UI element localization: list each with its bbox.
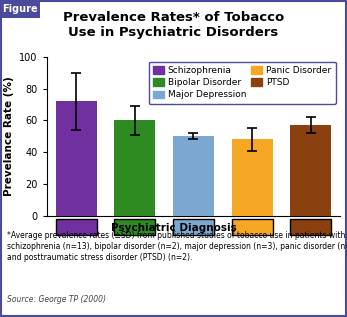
Bar xyxy=(114,120,155,216)
Text: Prevalence Rates* of Tobacco
Use in Psychiatric Disorders: Prevalence Rates* of Tobacco Use in Psyc… xyxy=(63,11,284,39)
Bar xyxy=(173,136,214,216)
Bar xyxy=(56,101,97,216)
Y-axis label: Prevelance Rate (%): Prevelance Rate (%) xyxy=(4,76,14,196)
Bar xyxy=(231,139,273,216)
Text: Psychiatric Diagnosis: Psychiatric Diagnosis xyxy=(111,223,236,234)
FancyBboxPatch shape xyxy=(56,219,97,235)
FancyBboxPatch shape xyxy=(173,219,214,235)
Text: Figure: Figure xyxy=(2,4,38,14)
Text: *Average prevalence rates (±SD) from published studies of tobacco use in patient: *Average prevalence rates (±SD) from pub… xyxy=(7,231,347,262)
Legend: Schizophrenia, Bipolar Disorder, Major Depression, Panic Disorder, PTSD: Schizophrenia, Bipolar Disorder, Major D… xyxy=(149,61,336,104)
FancyBboxPatch shape xyxy=(231,219,273,235)
FancyBboxPatch shape xyxy=(290,219,331,235)
FancyBboxPatch shape xyxy=(114,219,155,235)
Bar xyxy=(290,125,331,216)
Text: Source: George TP (2000): Source: George TP (2000) xyxy=(7,295,106,304)
